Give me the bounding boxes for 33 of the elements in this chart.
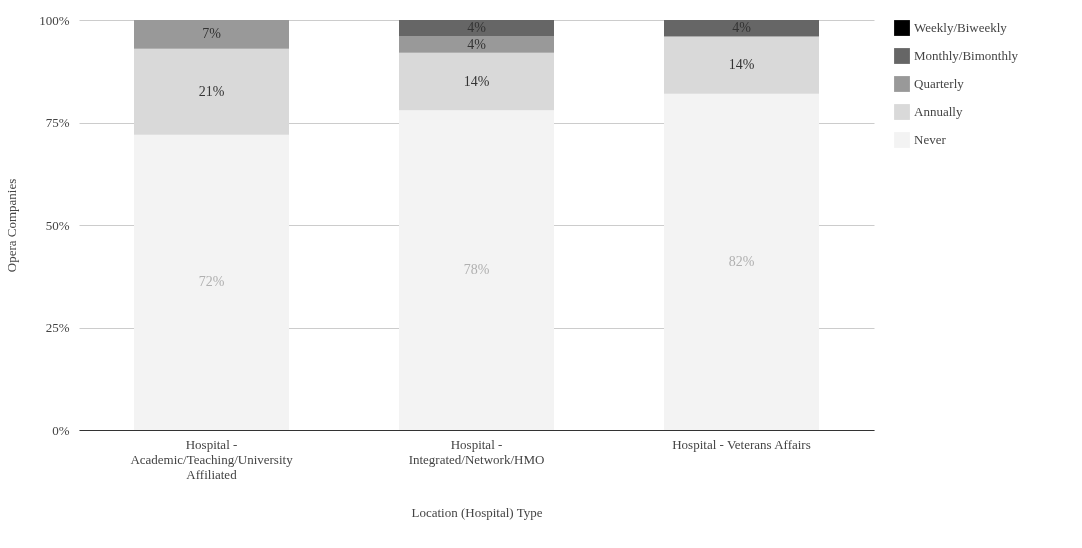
x-tick-label: Hospital - Veterans Affairs — [672, 436, 811, 452]
bar — [134, 134, 289, 430]
bar — [134, 48, 289, 135]
y-tick-label: 25% — [45, 320, 70, 335]
y-tick-label: 0% — [52, 422, 70, 438]
y-tick-label: 100% — [39, 12, 70, 28]
data-label: 7% — [202, 26, 222, 42]
y-tick-label: 50% — [45, 217, 70, 233]
x-tick-label: Hospital - Integrated/Network/HMO — [408, 436, 545, 467]
x-axis-title: Location (Hospital) Type — [411, 504, 543, 520]
legend-label: Monthly/Bimonthly — [914, 48, 1019, 63]
y-tick-label: 75% — [45, 115, 70, 130]
bar — [399, 20, 554, 37]
bar — [399, 110, 554, 430]
bar — [664, 93, 819, 430]
data-label: 78% — [463, 262, 490, 278]
legend-label: Weekly/Biweekly — [914, 20, 1008, 35]
legend-label: Never — [914, 132, 947, 147]
y-axis-title: Opera Companies — [4, 178, 20, 273]
data-label: 4% — [467, 36, 487, 52]
data-label: 14% — [728, 57, 755, 73]
legend-label: Quarterly — [914, 76, 965, 91]
data-label: 72% — [198, 274, 225, 290]
bar — [399, 52, 554, 111]
data-label: 82% — [728, 253, 755, 269]
data-label: 21% — [198, 83, 225, 99]
legend-label: Annually — [914, 104, 963, 119]
bar — [664, 20, 819, 37]
x-tick-label: Hospital - Academic/Teaching/University Affiliated — [130, 436, 294, 482]
bar — [664, 36, 819, 94]
bar — [134, 20, 289, 49]
data-label: 14% — [463, 73, 490, 89]
bar — [399, 36, 554, 53]
